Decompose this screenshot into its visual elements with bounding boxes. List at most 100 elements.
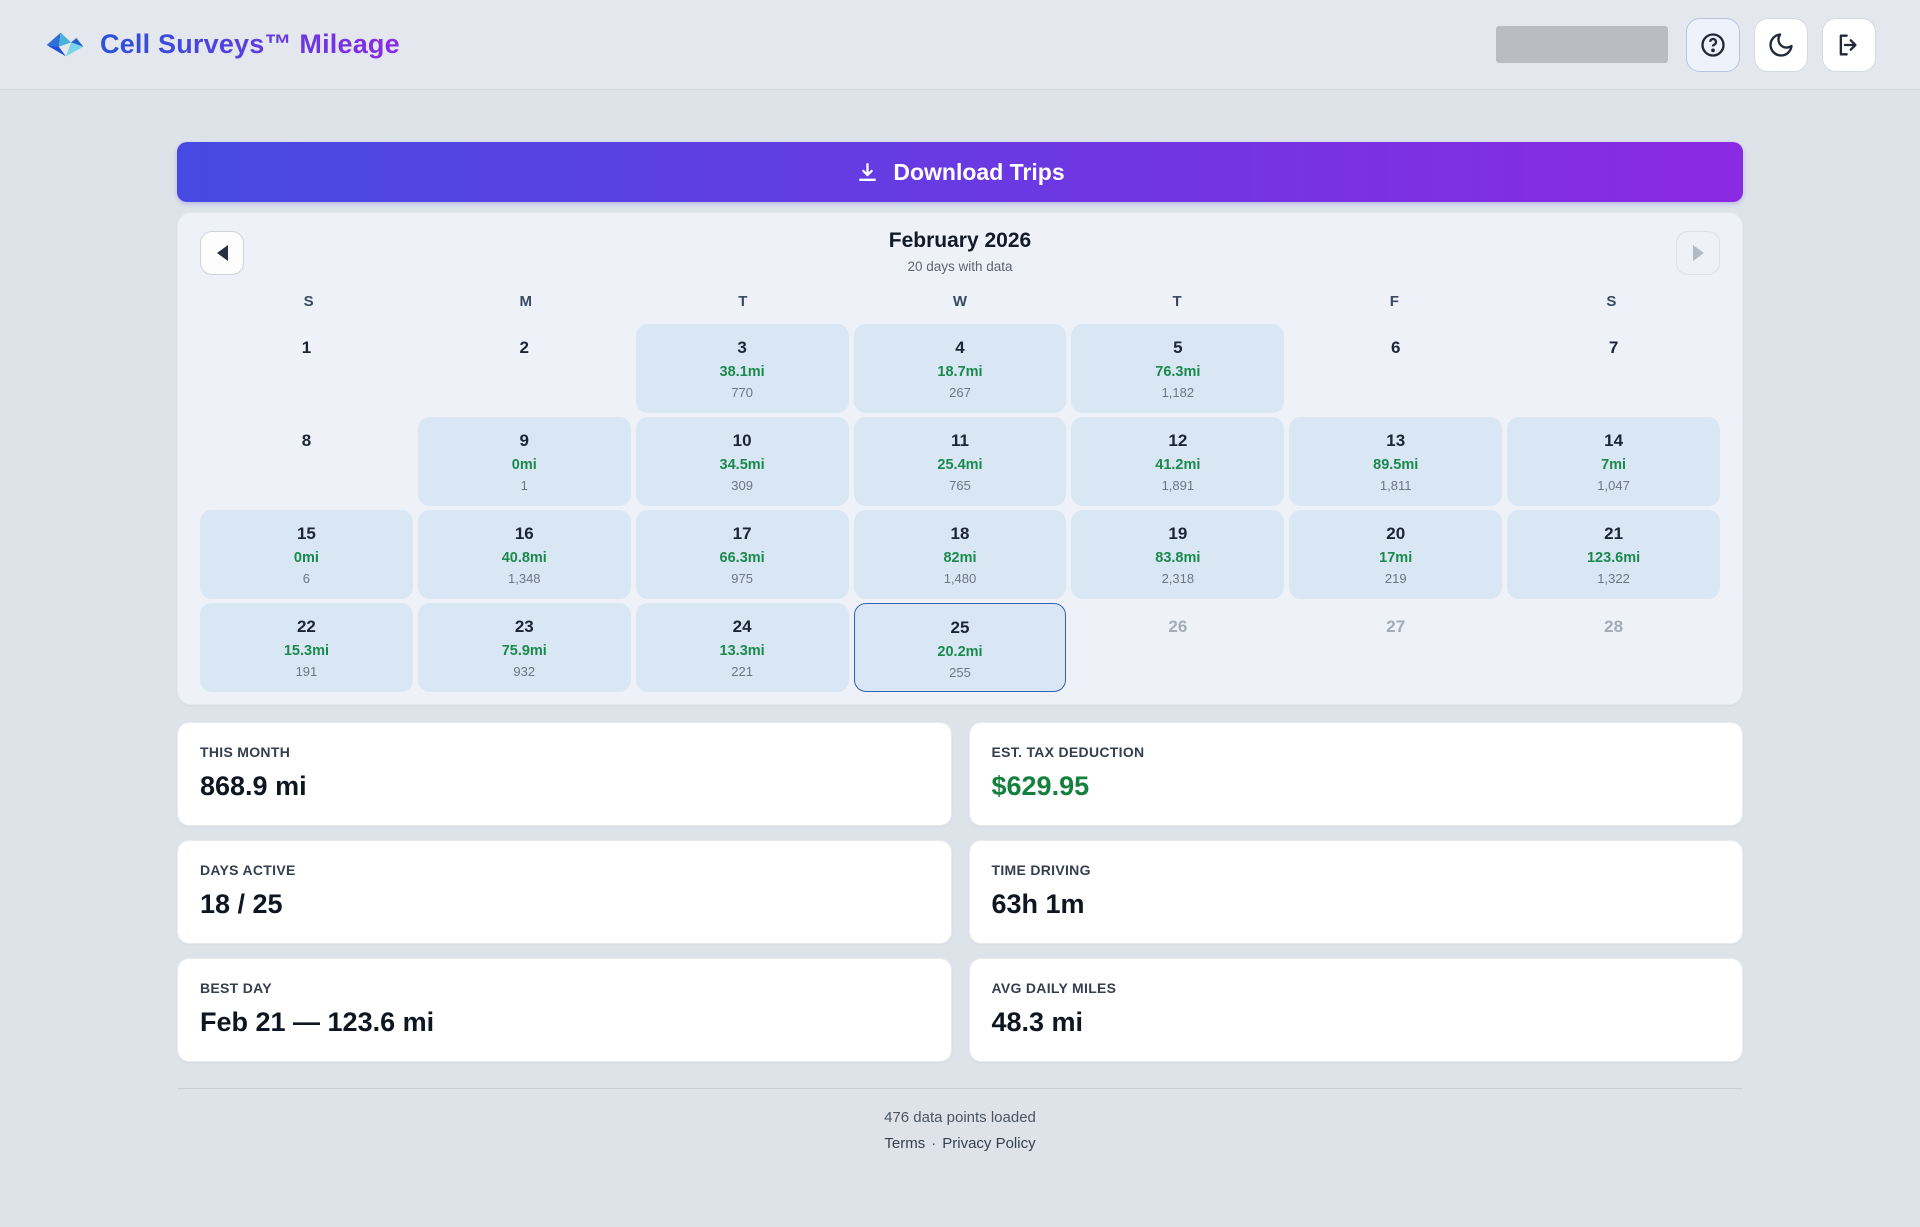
stat-label: BEST DAY [200,980,272,996]
chevron-left-icon [216,245,228,261]
calendar-day-cell-11[interactable]: 11 25.4mi 765 [853,417,1067,506]
day-data-points: 2,318 [1161,571,1195,586]
footer: 476 data points loaded Terms · Privacy Pol… [177,1109,1743,1152]
day-data-points: 770 [731,385,753,400]
prev-month-button[interactable] [200,231,244,275]
user-placeholder [1496,26,1668,63]
day-number: 8 [301,431,312,450]
day-number: 5 [1173,338,1183,357]
stat-card-days-active: DAYS ACTIVE 18 / 25 [177,840,952,944]
day-number: 19 [1168,524,1188,543]
calendar-day-cell-14[interactable]: 14 7mi 1,047 [1507,417,1720,506]
calendar-day-cell-4[interactable]: 4 18.7mi 267 [853,324,1067,413]
calendar-day-cell-10[interactable]: 10 34.5mi 309 [635,417,849,506]
calendar-day-cell-7[interactable]: 7 [1507,324,1720,413]
stat-card-est-tax-deduction: EST. TAX DEDUCTION $629.95 [968,722,1743,826]
stat-value: 48.3 mi [991,1007,1084,1037]
day-number: 13 [1386,431,1406,450]
calendar-day-cell-23[interactable]: 23 75.9mi 932 [417,603,631,692]
stats-grid: THIS MONTH 868.9 mi EST. TAX DEDUCTION $629… [177,722,1743,1062]
brand: Cell Surveys™ Mileage [44,29,400,60]
calendar-title-block: February 2026 20 days with data [244,229,1676,274]
day-miles: 17mi [1379,550,1413,566]
download-trips-button[interactable]: Download Trips [177,142,1743,202]
day-number: 14 [1604,431,1624,450]
help-icon [1701,32,1725,57]
calendar-day-cell-20[interactable]: 20 17mi 219 [1289,510,1503,599]
dark-mode-button[interactable] [1754,17,1808,72]
day-miles: 15.3mi [283,643,329,659]
next-month-button [1676,231,1720,275]
day-number: 10 [732,431,752,450]
day-number: 15 [296,524,316,543]
day-number: 27 [1386,617,1406,636]
day-data-points: 932 [513,664,536,679]
calendar-day-cell-13[interactable]: 13 89.5mi 1,811 [1289,417,1503,506]
data-points-status: 476 data points loaded [884,1109,1036,1126]
privacy-policy-link[interactable]: Privacy Policy [942,1135,1036,1152]
calendar-day-cell-18[interactable]: 18 82mi 1,480 [853,510,1067,599]
help-button[interactable] [1686,17,1740,72]
calendar-day-cell-21[interactable]: 21 123.6mi 1,322 [1507,510,1720,599]
day-miles: 82mi [943,550,977,566]
calendar-day-cell-19[interactable]: 19 83.8mi 2,318 [1071,510,1285,599]
calendar-day-cell-6[interactable]: 6 [1289,324,1502,413]
app-header: Cell Surveys™ Mileage [0,0,1920,90]
calendar-day-cell-3[interactable]: 3 38.1mi 770 [635,324,849,413]
day-number: 23 [514,617,534,636]
day-number: 17 [732,524,752,543]
download-trips-label: Download Trips [893,158,1065,185]
terms-link[interactable]: Terms [884,1135,926,1152]
calendar-day-cell-17[interactable]: 17 66.3mi 975 [635,510,849,599]
stat-label: TIME DRIVING [991,862,1091,878]
stat-label: THIS MONTH [200,744,291,760]
weekday-label-0: S [303,293,314,310]
calendar-day-cell-8[interactable]: 8 [200,417,413,506]
day-miles: 25.4mi [937,457,983,473]
stat-value: $629.95 [991,771,1090,801]
day-data-points: 1,811 [1379,478,1412,493]
day-number: 21 [1604,524,1624,543]
stat-label: DAYS ACTIVE [200,862,296,878]
day-number: 1 [301,338,312,357]
calendar-day-cell-24[interactable]: 24 13.3mi 221 [635,603,849,692]
weekday-label-4: T [1172,293,1182,310]
calendar-day-cell-12[interactable]: 12 41.2mi 1,891 [1071,417,1285,506]
calendar-day-cell-9[interactable]: 9 0mi 1 [417,417,631,506]
calendar-day-cell-16[interactable]: 16 40.8mi 1,348 [417,510,631,599]
weekday-label-6: S [1606,293,1617,310]
day-miles: 13.3mi [719,643,765,659]
calendar-day-cell-28: 28 [1507,603,1720,692]
moon-icon [1769,32,1793,57]
day-number: 24 [732,617,752,636]
day-number: 3 [737,338,747,357]
weekday-label-5: F [1389,293,1399,310]
day-data-points: 1 [520,478,528,493]
stat-value: 18 / 25 [200,889,283,919]
stat-label: EST. TAX DEDUCTION [991,744,1145,760]
day-miles: 0mi [511,457,537,473]
stat-label: AVG DAILY MILES [991,980,1117,996]
calendar-day-cell-25[interactable]: 25 20.2mi 255 [853,603,1067,692]
download-icon [859,162,877,181]
logout-button[interactable] [1822,17,1876,72]
day-miles: 123.6mi [1586,550,1641,566]
calendar-subtitle: 20 days with data [907,259,1013,274]
calendar-day-cell-1[interactable]: 1 [200,324,413,413]
app-title: Cell Surveys™ Mileage [100,29,400,59]
day-miles: 20.2mi [937,644,983,660]
day-miles: 83.8mi [1155,550,1201,566]
footer-links: Terms · Privacy Policy [177,1135,1743,1152]
calendar-header: February 2026 20 days with data [200,229,1720,275]
calendar-day-cell-2[interactable]: 2 [418,324,631,413]
day-number: 12 [1168,431,1188,450]
day-number: 7 [1608,338,1619,357]
calendar-day-cell-15[interactable]: 15 0mi 6 [200,510,413,599]
calendar-day-cell-5[interactable]: 5 76.3mi 1,182 [1071,324,1285,413]
day-miles: 66.3mi [719,550,765,566]
day-number: 26 [1168,617,1188,636]
calendar-day-cell-22[interactable]: 22 15.3mi 191 [200,603,413,692]
day-data-points: 1,047 [1597,478,1630,493]
